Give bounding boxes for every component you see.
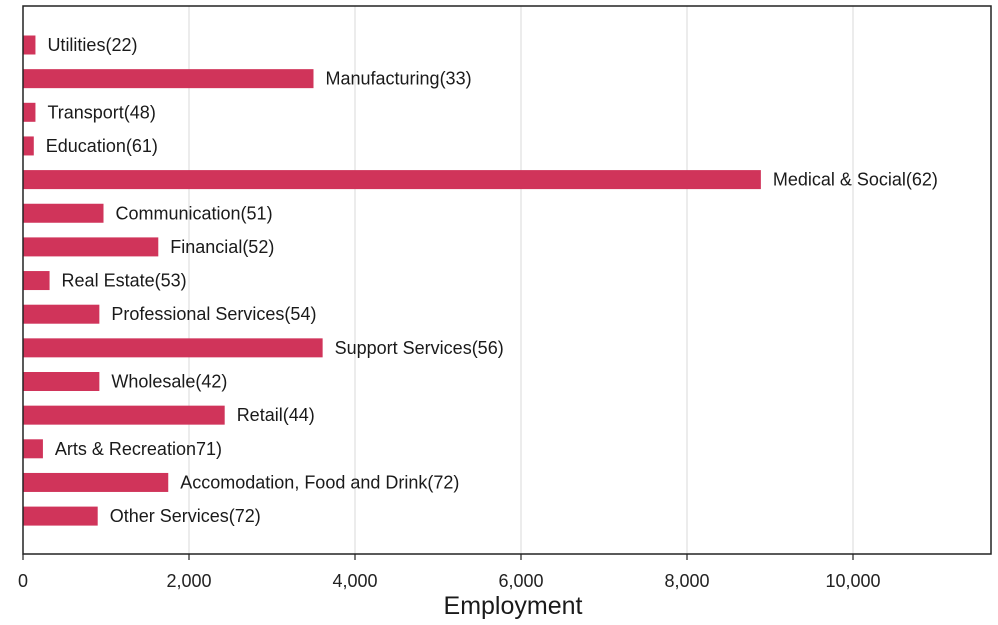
bar-label: Manufacturing(33) <box>326 69 472 89</box>
bar <box>23 304 100 324</box>
bar-label: Other Services(72) <box>110 506 261 526</box>
bar <box>23 35 36 55</box>
bar <box>23 69 314 89</box>
bar-label: Transport(48) <box>47 102 155 122</box>
x-tick-label: 0 <box>18 571 28 591</box>
bar <box>23 271 50 291</box>
bars <box>23 35 761 526</box>
bar-label: Arts & Recreation71) <box>55 439 222 459</box>
x-axis-title: Employment <box>444 592 583 620</box>
bar-label: Medical & Social(62) <box>773 170 938 190</box>
plot-frame <box>22 5 992 555</box>
bar-label: Support Services(56) <box>335 338 504 358</box>
grid-lines <box>188 6 854 554</box>
bar-label: Wholesale(42) <box>111 372 227 392</box>
x-axis-ticks: 0 2,000 4,000 6,000 8,000 10,000 <box>18 554 881 591</box>
bar-label: Communication(51) <box>116 203 273 223</box>
bar-label: Utilities(22) <box>47 35 137 55</box>
bar <box>23 439 43 459</box>
bar <box>23 405 225 425</box>
bar <box>23 102 36 122</box>
bar-label: Retail(44) <box>237 405 315 425</box>
bar <box>23 472 169 492</box>
bar <box>23 170 761 190</box>
bar <box>23 136 34 156</box>
bar <box>23 372 100 391</box>
bar-label: Accomodation, Food and Drink(72) <box>180 472 459 492</box>
bar-label: Real Estate(53) <box>62 271 187 291</box>
bar <box>23 338 323 358</box>
x-tick-label: 10,000 <box>825 571 880 591</box>
bar-label: Education(61) <box>46 136 158 156</box>
bar-labels: Utilities(22) Manufacturing(33) Transport(… <box>46 35 938 526</box>
bar <box>23 203 104 223</box>
x-tick-label: 8,000 <box>664 571 709 591</box>
bar-label: Financial(52) <box>170 237 274 257</box>
bar <box>23 237 159 257</box>
x-tick-label: 4,000 <box>332 571 377 591</box>
plot-background <box>23 6 991 554</box>
bar-label: Professional Services(54) <box>111 304 316 324</box>
bar <box>23 506 98 526</box>
x-tick-label: 6,000 <box>498 571 543 591</box>
x-tick-label: 2,000 <box>166 571 211 591</box>
